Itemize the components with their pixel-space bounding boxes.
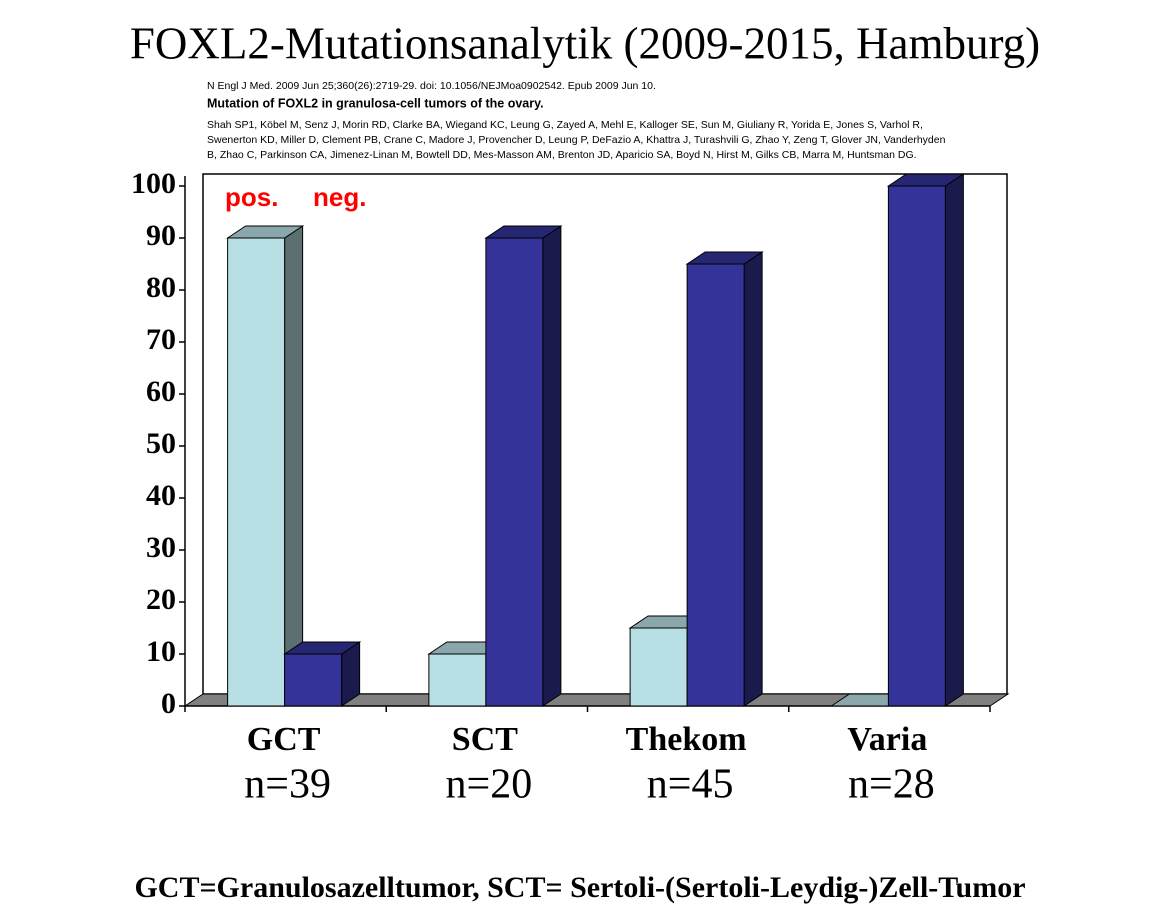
y-tick-label: 40 bbox=[146, 479, 176, 512]
n-label: n=39 bbox=[244, 762, 331, 808]
x-tick-label: SCT bbox=[452, 721, 518, 758]
citation-authors: Shah SP1, Köbel M, Senz J, Morin RD, Cla… bbox=[207, 119, 923, 131]
bar bbox=[887, 185, 946, 707]
y-tick-label: 100 bbox=[131, 167, 176, 200]
back-wall bbox=[202, 173, 1008, 695]
y-tick-label: 70 bbox=[146, 323, 176, 356]
n-label: n=20 bbox=[446, 762, 533, 808]
bar-side bbox=[284, 225, 304, 707]
bar bbox=[284, 653, 343, 707]
bar-side bbox=[542, 225, 562, 707]
bar bbox=[629, 627, 688, 707]
legend-label: neg. bbox=[313, 182, 366, 212]
bar bbox=[485, 237, 544, 707]
y-tick-label: 90 bbox=[146, 219, 176, 252]
citation-authors: B, Zhao C, Parkinson CA, Jimenez-Linan M… bbox=[207, 149, 917, 161]
bar bbox=[227, 237, 286, 707]
x-tick-label: GCT bbox=[247, 721, 321, 758]
legend-label: pos. bbox=[225, 182, 278, 212]
bar-side bbox=[743, 251, 763, 707]
footnote: GCT=Granulosazelltumor, SCT= Sertoli-(Se… bbox=[134, 871, 1025, 904]
y-tick-label: 80 bbox=[146, 271, 176, 304]
x-tick-label: Thekom bbox=[626, 721, 747, 758]
y-tick-label: 10 bbox=[146, 635, 176, 668]
y-tick-label: 30 bbox=[146, 531, 176, 564]
bar bbox=[428, 653, 487, 707]
citation-authors: Swenerton KD, Miller D, Clement PB, Cran… bbox=[207, 134, 946, 146]
bar bbox=[686, 263, 745, 707]
y-tick-label: 0 bbox=[161, 687, 176, 720]
n-label: n=28 bbox=[848, 762, 935, 808]
chart-title: FOXL2-Mutationsanalytik (2009-2015, Hamb… bbox=[130, 18, 1040, 68]
y-tick-label: 50 bbox=[146, 427, 176, 460]
citation-title: Mutation of FOXL2 in granulosa-cell tumo… bbox=[207, 96, 544, 110]
bar-side bbox=[944, 173, 964, 707]
n-label: n=45 bbox=[647, 762, 734, 808]
citation-journal: N Engl J Med. 2009 Jun 25;360(26):2719-2… bbox=[207, 80, 656, 92]
x-tick-label: Varia bbox=[847, 721, 927, 758]
y-tick-label: 60 bbox=[146, 375, 176, 408]
y-tick-label: 20 bbox=[146, 583, 176, 616]
